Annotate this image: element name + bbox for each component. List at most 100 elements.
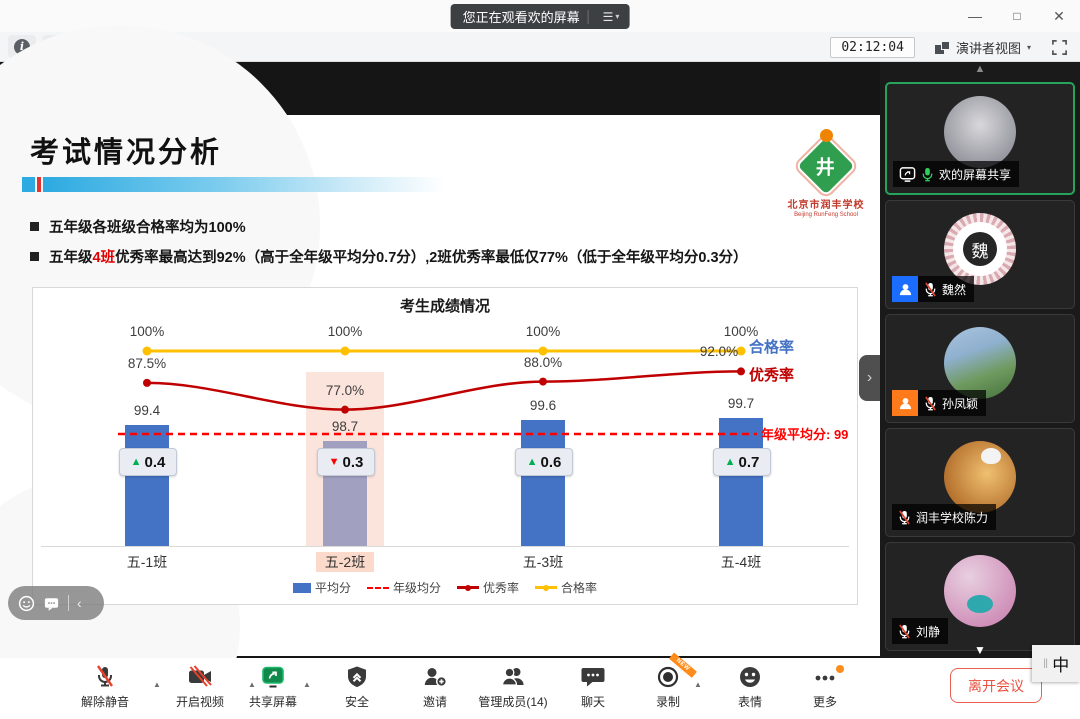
data-label: 92.0% [699,344,739,360]
dashed-line-swatch-icon [366,586,389,589]
legend-item: 年级均分 [366,579,441,596]
data-label: 100% [327,324,363,339]
maximize-button[interactable]: □ [1013,9,1021,23]
ime-indicator[interactable]: ‖ 中 [1032,645,1080,682]
participant-nameplate: 魏然 [892,276,975,302]
panel-expand-button[interactable]: › [859,355,880,401]
ime-language: 中 [1052,656,1070,675]
banner-menu-button[interactable]: ☰ ▾ [597,10,626,24]
mic-muted-icon [60,665,150,693]
emoji-icon [705,665,795,693]
role-badge-icon [892,276,918,302]
reactions-button[interactable]: 表情 [705,665,795,711]
view-mode-selector[interactable]: 演讲者视图 ▾ [929,37,1037,58]
avatar [944,441,1016,513]
caret-up-icon[interactable]: ▲ [694,680,702,689]
data-label: 99.4 [133,402,161,418]
category-label: 五-3班 [498,552,588,572]
collapse-chevron-icon[interactable]: ‹ [77,595,82,611]
participant-tile[interactable]: 孙凤颖 [885,314,1075,423]
scroll-up-arrow[interactable]: ▲ [974,63,986,75]
avatar [944,96,1016,168]
data-label: 100% [723,324,759,339]
diff-value: 0.7 [738,453,760,471]
participant-nameplate: 欢的屏幕共享 [893,161,1020,187]
slide-title: 考试情况分析 [30,135,223,169]
invite-button[interactable]: 邀请 [390,665,480,711]
avatar-seal: 魏 [963,232,997,266]
meeting-timer: 02:12:04 [830,36,915,58]
chevron-right-icon: › [866,369,873,386]
category-label-text: 五-4班 [720,554,762,570]
caret-up-icon[interactable]: ▲ [153,680,161,689]
avatar [944,327,1016,399]
title-underline [22,177,444,192]
fullscreen-button[interactable] [1051,39,1068,56]
category-label-text: 五-1班 [126,554,168,570]
share-screen-button[interactable]: 共享屏幕 [228,665,318,711]
chart-plot: 100% 100% 100% 100% 87.5% 77.0% 88.0% 92.0% 99.4… [33,288,857,604]
mic-muted-icon [899,624,910,638]
participant-tile[interactable]: 刘静 [885,542,1075,651]
data-label: 87.5% [127,355,167,371]
legend-item: 优秀率 [457,579,519,596]
data-label: 88.0% [523,354,563,370]
start-video-button[interactable]: 开启视频 [155,665,245,711]
scroll-down-arrow[interactable]: ▼ [974,643,986,657]
data-label: 100% [525,324,561,339]
record-button[interactable]: NEW 录制 [623,652,713,711]
participant-tile[interactable]: 魏 [885,200,1075,309]
chat-button[interactable]: 聊天 [548,665,638,711]
unmute-button[interactable]: 解除静音 [60,665,150,711]
reaction-toolbar[interactable]: ‹ [8,586,104,620]
diff-value: 0.4 [144,453,166,471]
watching-banner: 您正在观看欢的屏幕 ☰ ▾ [450,4,630,29]
message-icon[interactable] [43,595,60,612]
emoji-reaction-icon[interactable] [18,595,35,612]
participant-tiles: 欢的屏幕共享 魏 [885,82,1075,656]
caret-up-icon[interactable]: ▲ [248,680,256,689]
invite-person-icon [390,665,480,693]
up-arrow-icon: ▲ [526,455,538,468]
caret-up-icon[interactable]: ▲ [303,680,311,689]
avatar: 魏 [944,213,1016,285]
yellow-line-swatch-icon [535,584,558,591]
window-controls: — □ ✕ [966,0,1068,32]
category-label: 五-2班 [300,552,390,572]
close-button[interactable]: ✕ [1053,7,1065,24]
manage-members-button[interactable]: 管理成员(14) [468,665,558,711]
participant-tile[interactable]: 润丰学校陈力 [885,428,1075,537]
down-arrow-icon: ▼ [328,455,340,468]
ime-divider-icon: ‖ [1042,656,1049,671]
members-icon [468,665,558,693]
bar [521,420,565,546]
avatar [944,555,1016,627]
category-label-text: 五-3班 [522,554,564,570]
logo-sun-icon [819,129,833,142]
notification-dot [836,665,844,673]
diff-badge: ▼ 0.3 [317,448,375,476]
meeting-content: 考试情况分析 五年级各班级合格率均为100% 五年级4班优秀率最高达到92%（高… [0,25,1080,719]
leave-meeting-button[interactable]: 离开会议 [950,668,1042,703]
screen-share-icon [899,166,916,182]
participant-name: 润丰学校陈力 [916,510,989,525]
mic-on-icon [922,167,933,181]
mic-muted-icon [925,282,936,296]
participant-name: 魏然 [942,282,967,297]
diff-badge: ▲ 0.4 [119,448,177,476]
record-icon: NEW [623,652,713,693]
layout-icon [934,40,950,54]
participant-nameplate: 刘静 [892,618,949,644]
participants-sidebar: ▲ [880,62,1080,658]
security-button[interactable]: 安全 [312,665,402,711]
more-button[interactable]: 更多 [780,665,870,711]
data-label: 77.0% [325,382,365,398]
bullet-text: 五年级各班级合格率均为100% [49,219,246,236]
chat-icon [548,665,638,693]
participant-tile[interactable]: 欢的屏幕共享 [885,82,1075,195]
minimize-button[interactable]: — [968,8,982,24]
x-axis [41,546,849,547]
bar [719,417,763,546]
camera-off-icon [155,665,245,693]
share-screen-icon [228,665,318,693]
